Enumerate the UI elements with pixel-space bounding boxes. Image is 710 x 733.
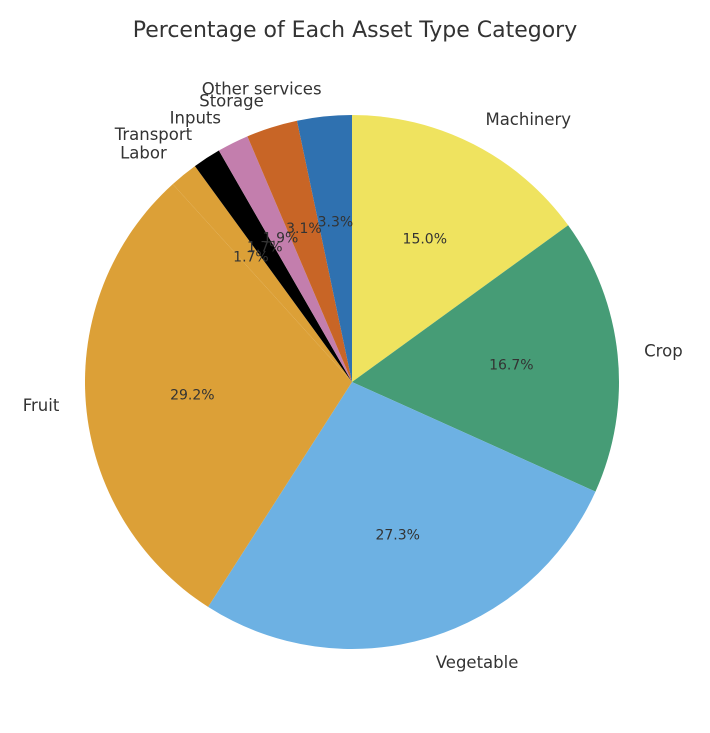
pie-slice-machinery bbox=[352, 115, 569, 382]
slice-pct-inputs: 1.9% bbox=[263, 231, 299, 247]
slice-label-other-services: Other services bbox=[202, 79, 322, 98]
pie-slice-fruit bbox=[84, 184, 352, 607]
slice-pct-fruit: 29.2% bbox=[170, 387, 214, 403]
slice-label-vegetable: Vegetable bbox=[436, 653, 519, 672]
slice-pct-transport: 1.7% bbox=[247, 240, 283, 256]
slice-pct-storage: 3.1% bbox=[286, 221, 322, 237]
pie-slice-other-services bbox=[296, 115, 352, 382]
slice-pct-vegetable: 27.3% bbox=[375, 528, 419, 544]
chart-title: Percentage of Each Asset Type Category bbox=[132, 18, 578, 43]
pie-slice-transport bbox=[194, 150, 352, 382]
pie-slice-vegetable bbox=[208, 382, 596, 650]
pie-slice-crop bbox=[352, 225, 620, 492]
slice-label-fruit: Fruit bbox=[23, 396, 60, 415]
slice-pct-labor: 1.7% bbox=[233, 250, 269, 266]
slice-label-transport: Transport bbox=[114, 125, 193, 144]
pie-slice-inputs bbox=[218, 136, 352, 382]
labels-layer: Machinery 15.0% Crop 16.7% Vegetable 27.3% Fru… bbox=[23, 79, 683, 672]
slice-label-labor: Labor bbox=[120, 144, 167, 163]
slices-layer bbox=[84, 115, 620, 650]
pie-slice-storage bbox=[247, 120, 352, 382]
slice-pct-crop: 16.7% bbox=[489, 358, 533, 374]
pie-slice-labor bbox=[172, 166, 352, 382]
slice-label-storage: Storage bbox=[199, 91, 264, 110]
slice-label-crop: Crop bbox=[644, 342, 683, 361]
slice-pct-machinery: 15.0% bbox=[403, 231, 447, 247]
slice-label-machinery: Machinery bbox=[485, 110, 571, 129]
slice-pct-other-services: 3.3% bbox=[318, 215, 354, 231]
slice-label-inputs: Inputs bbox=[170, 109, 221, 128]
